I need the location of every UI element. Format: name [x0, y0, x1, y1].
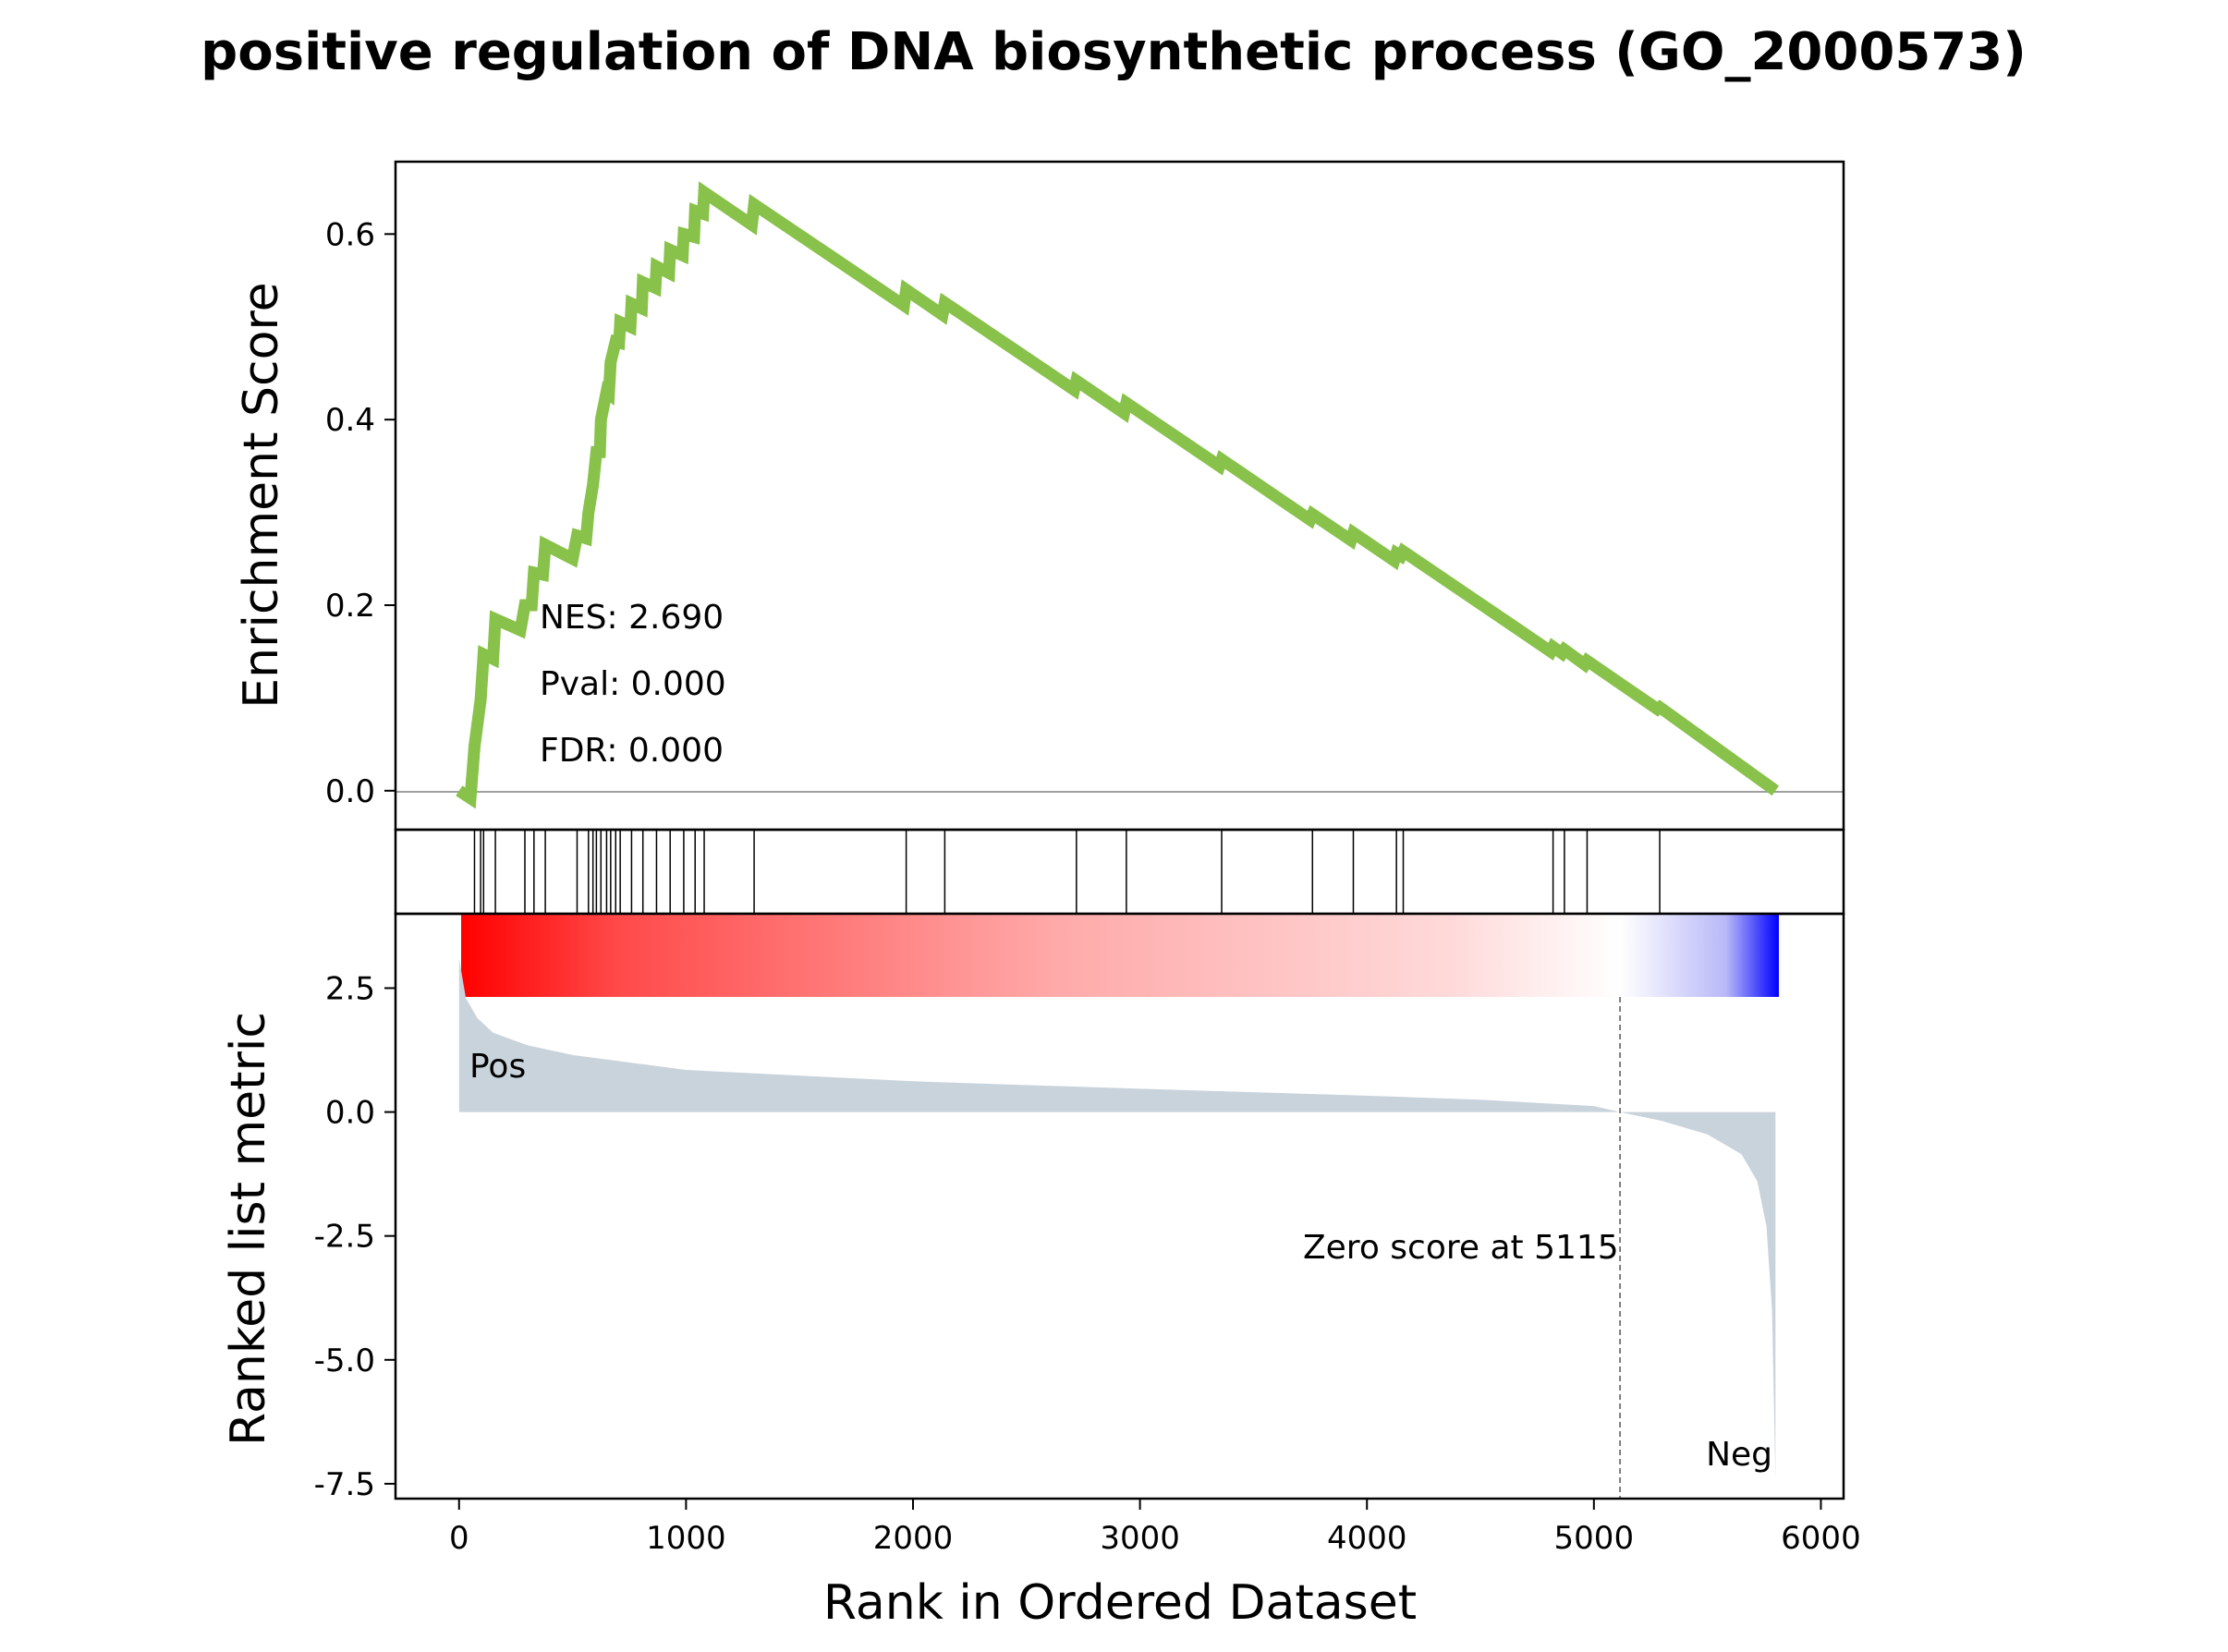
pval-stat: Pval: 0.000 [540, 665, 726, 703]
nes-stat: NES: 2.690 [540, 599, 724, 637]
pos-label: Pos [469, 1048, 526, 1086]
es-y-tick-label: 0.6 [325, 216, 375, 253]
hit-panel-frame [394, 828, 1845, 916]
rank-y-axis-label: Ranked list metric [221, 1012, 276, 1446]
x-axis-label: Rank in Ordered Dataset [823, 1575, 1417, 1631]
enrichment-score-line [456, 181, 1780, 809]
rank-y-tick-label: -5.0 [314, 1342, 375, 1379]
es-y-tick-label: 0.2 [325, 588, 375, 625]
ranked-metric-area [458, 958, 1776, 1479]
es-y-axis: 0.0 0.2 0.4 0.6 [325, 216, 396, 810]
es-panel-frame [394, 160, 1845, 832]
es-y-tick-label: 0.0 [325, 773, 375, 810]
x-tick-label: 5000 [1554, 1520, 1635, 1557]
rank-y-tick-label: -7.5 [314, 1466, 375, 1503]
hit-marker-panel [394, 828, 1845, 916]
x-tick-label: 6000 [1781, 1520, 1861, 1557]
rank-y-axis: 2.5 0.0 -2.5 -5.0 -7.5 [314, 970, 396, 1503]
rank-panel-frame [394, 912, 1845, 1500]
x-tick-label: 3000 [1100, 1520, 1180, 1557]
x-axis: 0 1000 2000 3000 4000 5000 6000 [449, 1499, 1861, 1557]
chart-title: positive regulation of DNA biosynthetic … [201, 22, 2027, 82]
zero-score-label: Zero score at 5115 [1303, 1229, 1619, 1267]
neg-label: Neg [1706, 1436, 1772, 1474]
es-y-tick-label: 0.4 [325, 402, 375, 439]
ranked-metric-panel: Pos Neg Zero score at 5115 [394, 912, 1845, 1500]
x-tick-label: 1000 [646, 1520, 726, 1557]
rank-y-tick-label: 0.0 [325, 1095, 375, 1132]
es-y-axis-label: Enrichment Score [234, 282, 289, 708]
rank-y-tick-label: 2.5 [325, 970, 375, 1007]
rank-y-tick-label: -2.5 [314, 1219, 375, 1256]
rank-gradient-bar [461, 915, 1779, 997]
x-tick-label: 4000 [1327, 1520, 1407, 1557]
x-tick-label: 2000 [873, 1520, 954, 1557]
fdr-stat: FDR: 0.000 [540, 732, 724, 770]
enrichment-score-panel: NES: 2.690 Pval: 0.000 FDR: 0.000 [394, 160, 1845, 832]
x-tick-label: 0 [449, 1520, 469, 1557]
